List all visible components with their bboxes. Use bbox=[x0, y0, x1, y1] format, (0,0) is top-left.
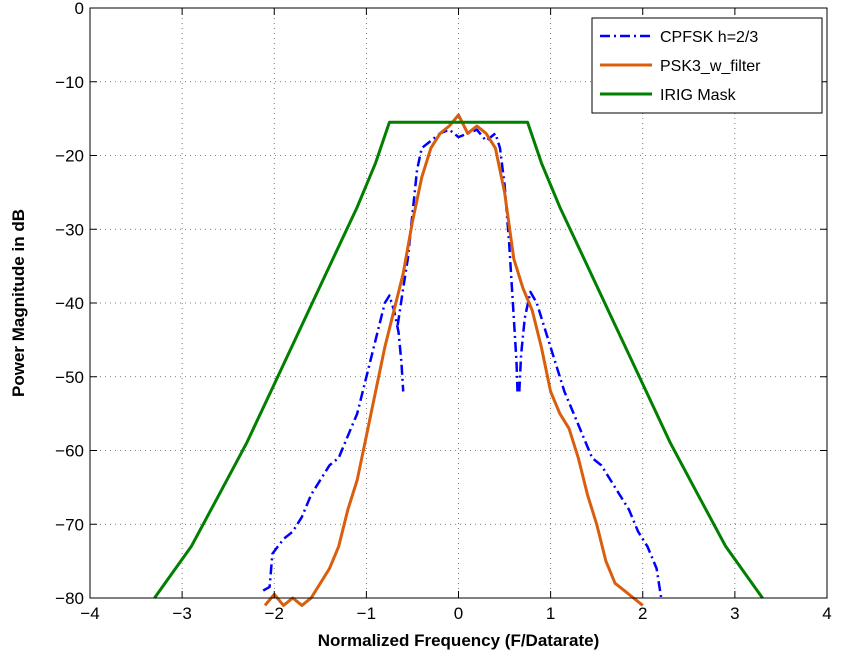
x-axis-label: Normalized Frequency (F/Datarate) bbox=[318, 631, 600, 650]
legend-label: PSK3_w_filter bbox=[660, 58, 761, 75]
x-tick-label: 4 bbox=[822, 604, 831, 623]
y-tick-label: 0 bbox=[75, 0, 84, 18]
legend-label: IRIG Mask bbox=[660, 87, 737, 104]
legend-label: CPFSK h=2/3 bbox=[660, 29, 758, 46]
y-tick-label: −10 bbox=[55, 73, 84, 92]
y-tick-label: −40 bbox=[55, 294, 84, 313]
series-layer bbox=[153, 113, 764, 607]
y-tick-label: −60 bbox=[55, 442, 84, 461]
series-line-irig-mask bbox=[153, 120, 764, 599]
x-tick-label: 0 bbox=[454, 604, 463, 623]
y-tick-label: −20 bbox=[55, 147, 84, 166]
x-tick-label: 3 bbox=[730, 604, 739, 623]
y-tick-label: −50 bbox=[55, 368, 84, 387]
legend: CPFSK h=2/3 PSK3_w_filter IRIG Mask bbox=[591, 17, 823, 114]
series-line-psk3-w-filter bbox=[263, 113, 644, 607]
y-tick-label: −80 bbox=[55, 589, 84, 608]
y-tick-label: −30 bbox=[55, 220, 84, 239]
x-tick-label: −3 bbox=[172, 604, 191, 623]
x-tick-label: 2 bbox=[638, 604, 647, 623]
x-tick-label: −2 bbox=[265, 604, 284, 623]
y-tick-label: −70 bbox=[55, 515, 84, 534]
ticks: −4 −3 −2 −1 0 1 2 3 40−10−20−30−40−50−60−70−80 bbox=[55, 0, 832, 623]
x-tick-label: −1 bbox=[357, 604, 376, 623]
y-axis-label: Power Magnitude in dB bbox=[9, 209, 28, 397]
x-tick-label: 1 bbox=[546, 604, 555, 623]
x-tick-label: −4 bbox=[80, 604, 99, 623]
